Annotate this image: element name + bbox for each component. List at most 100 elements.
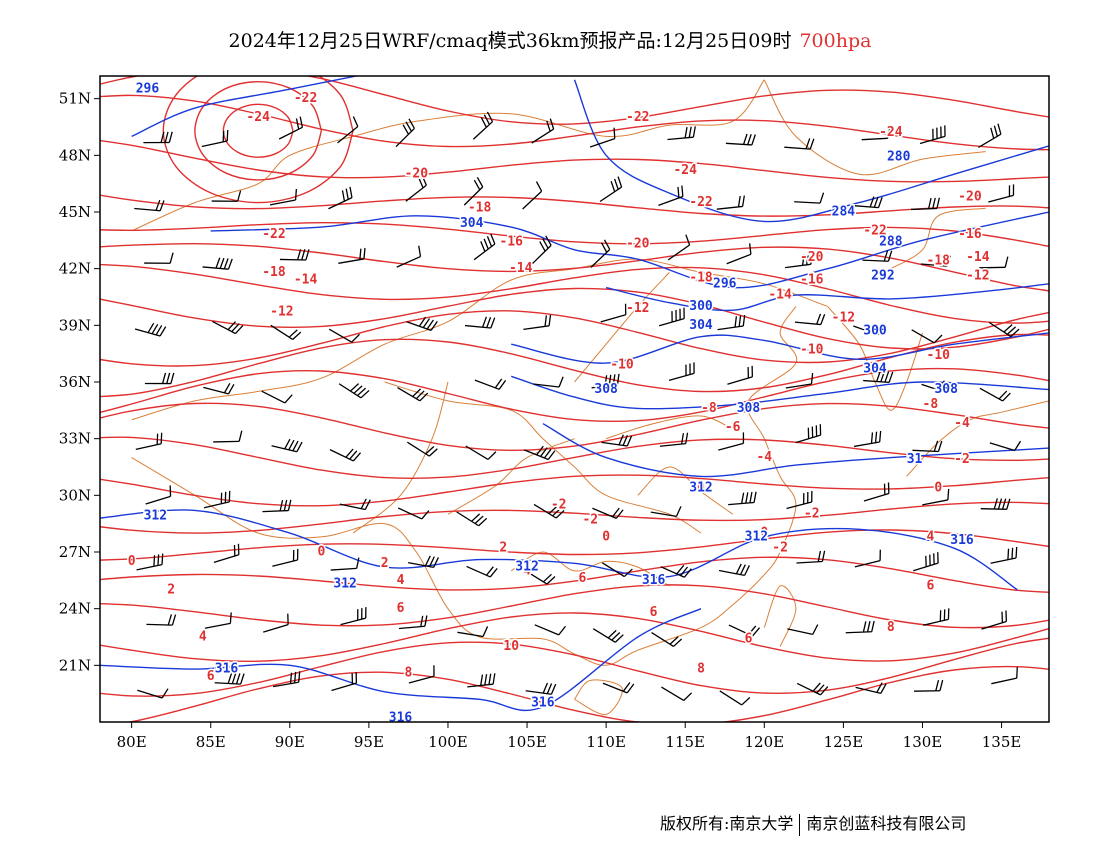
- lat-tick-label: 27N: [59, 543, 91, 561]
- isotherm-label: -10: [927, 348, 951, 363]
- wind-barb: [202, 257, 233, 270]
- wind-barb: [532, 235, 552, 264]
- wind-barb: [600, 303, 627, 323]
- isotherm-label: -18: [927, 254, 951, 269]
- wind-barb: [599, 176, 623, 203]
- wind-barb: [794, 313, 826, 326]
- wind-barb: [472, 111, 494, 140]
- isotherm-label: -18: [468, 201, 492, 216]
- isotherm: [100, 221, 1049, 248]
- wind-barb: [201, 129, 229, 148]
- isotherm-label: -8: [923, 397, 939, 412]
- isotherm: [100, 242, 1049, 292]
- title-main: 2024年12月25日WRF/cmaq模式36km预报产品:12月25日09时: [228, 30, 792, 52]
- wind-barb: [467, 673, 496, 688]
- wind-barb: [795, 424, 822, 444]
- lon-tick-label: 120E: [745, 733, 785, 751]
- wind-barb: [397, 387, 429, 402]
- wind-barb: [650, 506, 682, 518]
- wind-barb: [329, 448, 362, 462]
- isotherm-label: 6: [926, 579, 934, 594]
- wind-barb: [668, 362, 695, 381]
- isotherm-label: 4: [523, 563, 531, 578]
- wind-barb: [796, 682, 829, 696]
- isotherm-label: -16: [499, 235, 523, 250]
- isotherm-label: -14: [966, 250, 990, 265]
- isotherm-label: 10: [503, 639, 519, 654]
- copyright-credit: 版权所有:南京大学 南京创蓝科技有限公司: [660, 810, 966, 836]
- isotherm: [100, 139, 1049, 183]
- wind-barb: [922, 488, 950, 506]
- wind-barb: [473, 233, 496, 261]
- wind-barb: [330, 557, 360, 571]
- isotherm: [100, 584, 1049, 629]
- isotherm-label: -12: [966, 269, 989, 284]
- wind-barb: [465, 445, 497, 460]
- lon-tick-label: 100E: [428, 733, 468, 751]
- wind-barb: [278, 116, 304, 140]
- height-label: 304: [863, 361, 887, 376]
- wind-barb: [922, 608, 950, 626]
- wind-barb: [531, 118, 555, 144]
- border-line: [510, 551, 670, 587]
- wind-barb: [659, 432, 689, 447]
- wind-barb: [525, 682, 557, 695]
- isotherm-label: 6: [745, 631, 753, 646]
- lon-tick-label: 115E: [665, 733, 705, 751]
- isotherm-label: -14: [294, 273, 318, 288]
- chart-title: 2024年12月25日WRF/cmaq模式36km预报产品:12月25日09时 7…: [0, 26, 1100, 53]
- wind-barb: [728, 491, 757, 506]
- map-frame: [100, 76, 1049, 722]
- lat-tick-label: 42N: [59, 260, 91, 278]
- isotherm-label: -10: [800, 342, 824, 357]
- wind-barb: [533, 376, 564, 388]
- isotherm-label: -4: [756, 450, 772, 465]
- border-line: [574, 272, 670, 383]
- wind-barb: [991, 667, 1018, 685]
- height-label: 300: [863, 324, 887, 339]
- border-line: [384, 381, 702, 534]
- wind-barb: [601, 562, 633, 578]
- wind-barb: [463, 176, 484, 206]
- wind-barb: [261, 390, 293, 404]
- height-label: 316: [642, 573, 666, 588]
- wind-barb: [406, 441, 438, 457]
- isotherm-label: -20: [958, 189, 982, 204]
- wind-barb: [845, 620, 875, 634]
- wind-barb: [852, 196, 883, 209]
- credit-owner: 版权所有:南京大学: [660, 814, 794, 833]
- wind-barb: [718, 432, 745, 451]
- isotherm-label: -20: [800, 250, 824, 265]
- credit-separator: [799, 813, 801, 836]
- border-line: [605, 415, 733, 440]
- wind-barb: [269, 188, 298, 206]
- wind-barb: [988, 184, 1015, 203]
- wind-barb: [396, 245, 422, 268]
- wind-barb: [590, 239, 611, 268]
- height-contour: [100, 509, 1018, 591]
- wind-barb: [408, 665, 435, 684]
- isotherm-label: -14: [768, 288, 792, 303]
- isotherm: [100, 194, 1049, 217]
- isotherm-label: 8: [697, 662, 705, 677]
- isotherm-label: -24: [673, 163, 697, 178]
- isotherm-label: -6: [725, 420, 741, 435]
- wind-barb: [262, 499, 292, 513]
- isotherm: [100, 76, 1049, 125]
- border-line: [131, 306, 798, 666]
- isotherm-label: -22: [863, 223, 886, 238]
- wind-barb: [920, 255, 952, 267]
- wind-barb: [786, 490, 813, 510]
- wind-barb: [137, 688, 169, 699]
- plot-border: [99, 75, 1050, 723]
- height-contour: [100, 608, 702, 712]
- wind-barb: [272, 671, 301, 688]
- height-label: 296: [713, 276, 737, 291]
- isotherm-label: -20: [626, 237, 650, 252]
- wind-barb: [980, 498, 1011, 510]
- wind-barb: [592, 628, 624, 643]
- wind-barb: [794, 192, 825, 204]
- wind-barb: [464, 316, 496, 329]
- isotherm-label: -2: [772, 541, 788, 556]
- isotherm: [125, 665, 1049, 722]
